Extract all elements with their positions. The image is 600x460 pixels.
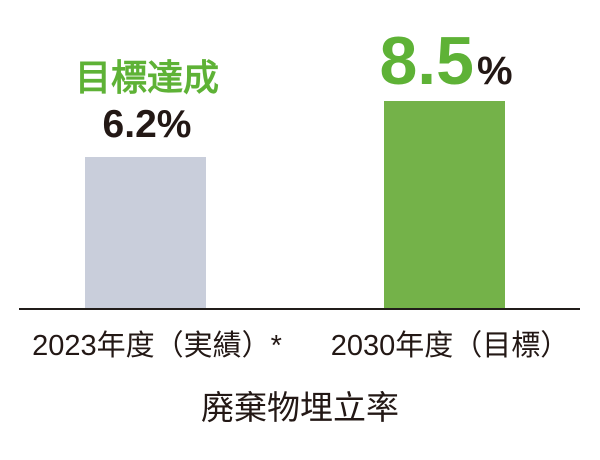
value-label-2030-unit: % — [476, 49, 513, 93]
bar-2023-actual — [85, 157, 206, 309]
category-label-2030: 2030年度（目標） — [330, 330, 570, 362]
category-label-2023: 2023年度（実績）* — [32, 330, 282, 362]
bar-2030-target — [384, 101, 505, 309]
value-label-2030: 8.5 % — [379, 27, 512, 95]
plot-area — [85, 101, 505, 309]
value-label-2023: 6.2% — [102, 103, 192, 146]
value-label-2030-number: 8.5 — [379, 23, 474, 99]
chart-title: 廃棄物埋立率 — [201, 389, 399, 426]
x-axis-baseline — [19, 308, 580, 311]
goal-achieved-annotation: 目標達成 — [74, 57, 220, 98]
